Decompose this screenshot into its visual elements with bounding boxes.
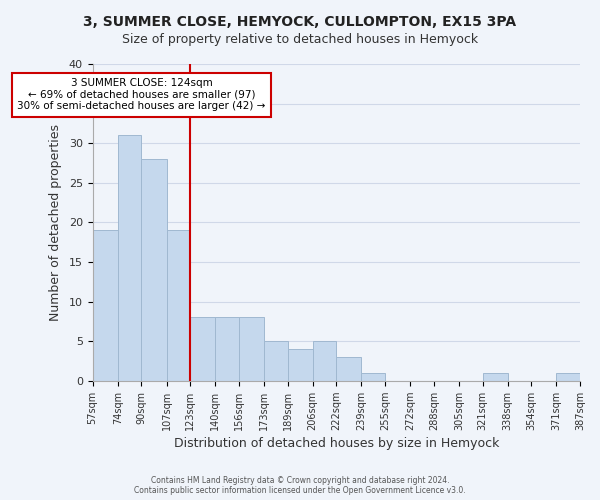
X-axis label: Distribution of detached houses by size in Hemyock: Distribution of detached houses by size … — [173, 437, 499, 450]
Bar — [142, 159, 167, 381]
Bar — [167, 230, 190, 381]
Bar — [118, 136, 142, 381]
Bar — [337, 357, 361, 381]
Bar — [313, 341, 337, 381]
Text: Size of property relative to detached houses in Hemyock: Size of property relative to detached ho… — [122, 32, 478, 46]
Bar — [92, 230, 118, 381]
Bar — [239, 318, 264, 381]
Bar — [287, 349, 313, 381]
Bar — [556, 373, 580, 381]
Text: 3, SUMMER CLOSE, HEMYOCK, CULLOMPTON, EX15 3PA: 3, SUMMER CLOSE, HEMYOCK, CULLOMPTON, EX… — [83, 15, 517, 29]
Bar — [264, 341, 287, 381]
Text: 3 SUMMER CLOSE: 124sqm
← 69% of detached houses are smaller (97)
30% of semi-det: 3 SUMMER CLOSE: 124sqm ← 69% of detached… — [17, 78, 266, 112]
Bar — [482, 373, 508, 381]
Y-axis label: Number of detached properties: Number of detached properties — [49, 124, 62, 321]
Bar — [215, 318, 239, 381]
Bar — [361, 373, 385, 381]
Bar — [190, 318, 215, 381]
Text: Contains HM Land Registry data © Crown copyright and database right 2024.
Contai: Contains HM Land Registry data © Crown c… — [134, 476, 466, 495]
